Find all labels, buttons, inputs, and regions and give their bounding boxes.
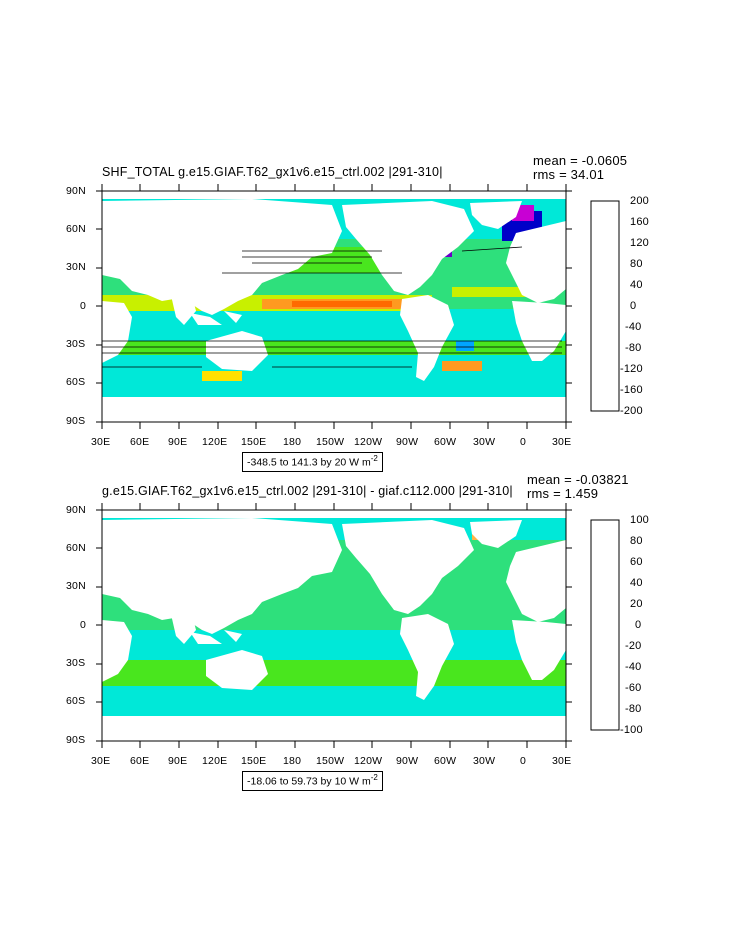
panel2-map [101, 509, 567, 742]
lon-label: 60E [130, 436, 150, 448]
colorbar-label: -20 [625, 640, 642, 652]
panel2-ticks [96, 503, 572, 748]
lat-label: 60N [66, 223, 86, 235]
panel1-mean: mean = -0.0605 [533, 153, 628, 168]
lon-label: 180 [283, 755, 302, 767]
colorbar-label: -40 [625, 661, 642, 673]
colorbar-label: -40 [625, 321, 642, 333]
lon-label: 120W [354, 436, 383, 448]
lat-label: 60S [66, 376, 86, 388]
panel2-range-text: -18.06 to 59.73 by 10 W m [247, 775, 371, 788]
lon-label: 150W [316, 755, 345, 767]
lon-label: 30E [552, 436, 572, 448]
lon-label: 60W [434, 755, 457, 767]
lon-label: 150E [241, 755, 267, 767]
lon-label: 0 [520, 436, 527, 448]
colorbar-label: 100 [630, 514, 649, 526]
panel2-title: g.e15.GIAF.T62_gx1v6.e15_ctrl.002 |291-3… [102, 484, 513, 498]
colorbar-label: 20 [630, 598, 643, 610]
lat-label: 60N [66, 542, 86, 554]
lat-label: 30S [66, 657, 86, 669]
panel1-rms: rms = 34.01 [533, 167, 605, 182]
lat-label: 60S [66, 695, 86, 707]
colorbar-label: 120 [630, 237, 649, 249]
lat-label: 0 [80, 619, 87, 631]
colorbar-label: -80 [625, 703, 642, 715]
colorbar-label: 0 [635, 619, 642, 631]
panel2-rms: rms = 1.459 [527, 486, 599, 501]
lat-label: 90S [66, 734, 86, 746]
colorbar-label: 0 [630, 300, 637, 312]
panel2-mean: mean = -0.03821 [527, 472, 629, 487]
lon-label: 90W [396, 436, 419, 448]
lat-label: 30N [66, 261, 86, 273]
lon-label: 120E [202, 755, 228, 767]
colorbar-label: 40 [630, 279, 643, 291]
panel1-range-text: -348.5 to 141.3 by 20 W m [247, 456, 371, 469]
lon-label: 150E [241, 436, 267, 448]
lat-label: 0 [80, 300, 87, 312]
lon-label: 120W [354, 755, 383, 767]
panel1-colorbar [590, 200, 620, 412]
lon-label: 30E [552, 755, 572, 767]
lat-label: 90N [66, 185, 86, 197]
colorbar-label: -120 [620, 363, 643, 375]
colorbar-label: 160 [630, 216, 649, 228]
lon-label: 90E [168, 436, 188, 448]
panel2-range-exp: -2 [370, 773, 378, 782]
lon-label: 120E [202, 436, 228, 448]
lon-label: 30E [91, 436, 111, 448]
colorbar-label: -100 [620, 724, 643, 736]
lon-label: 30W [473, 436, 496, 448]
lon-label: 90W [396, 755, 419, 767]
colorbar-border [590, 519, 620, 731]
lat-label: 30N [66, 580, 86, 592]
colorbar-label: 80 [630, 258, 643, 270]
lon-label: 30W [473, 755, 496, 767]
colorbar-border [590, 200, 620, 412]
colorbar-label: -80 [625, 342, 642, 354]
colorbar-label: -60 [625, 682, 642, 694]
colorbar-label: 60 [630, 556, 643, 568]
colorbar-label: 80 [630, 535, 643, 547]
lat-label: 90N [66, 504, 86, 516]
lon-label: 180 [283, 436, 302, 448]
lat-label: 30S [66, 338, 86, 350]
panel2-colorbar [590, 519, 620, 731]
colorbar-label: 40 [630, 577, 643, 589]
lon-label: 60E [130, 755, 150, 767]
lon-label: 30E [91, 755, 111, 767]
panel1-title: SHF_TOTAL g.e15.GIAF.T62_gx1v6.e15_ctrl.… [102, 165, 443, 179]
colorbar-label: 200 [630, 195, 649, 207]
panel1-map [101, 190, 567, 423]
lat-label: 90S [66, 415, 86, 427]
panel1-range-exp: -2 [370, 454, 378, 463]
lon-label: 60W [434, 436, 457, 448]
lon-label: 90E [168, 755, 188, 767]
panel1-range-box: -348.5 to 141.3 by 20 W m-2 [242, 452, 383, 473]
lon-label: 0 [520, 755, 527, 767]
panel2-range-box: -18.06 to 59.73 by 10 W m-2 [242, 771, 383, 792]
panel1-ticks [96, 184, 572, 429]
colorbar-label: -200 [620, 405, 643, 417]
lon-label: 150W [316, 436, 345, 448]
colorbar-label: -160 [620, 384, 643, 396]
